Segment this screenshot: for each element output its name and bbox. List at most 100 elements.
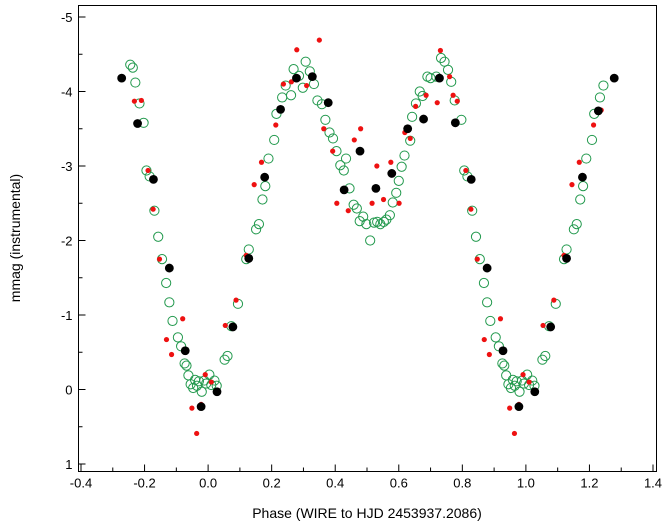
data-point-open (384, 210, 395, 221)
data-point-black (609, 73, 619, 83)
data-point-open (280, 80, 291, 91)
data-point-black (530, 387, 540, 397)
data-point-black (593, 106, 603, 116)
data-point-black (562, 253, 571, 263)
data-point-red (388, 159, 394, 165)
data-point-black (117, 73, 127, 83)
data-point-black (133, 119, 142, 128)
data-point-red (447, 74, 453, 80)
data-point-open (485, 315, 496, 327)
data-point-open (501, 370, 512, 381)
x-tick-label: 0.6 (390, 476, 408, 491)
x-tick-label: 1.0 (517, 476, 535, 491)
series-open-circle (125, 52, 609, 397)
data-point-open (540, 350, 551, 362)
data-point-open (575, 194, 586, 205)
data-point-open (393, 175, 404, 186)
data-point-red (168, 351, 175, 358)
data-point-open (435, 52, 447, 64)
data-point-black (498, 346, 508, 356)
data-point-open (499, 360, 510, 371)
data-point-open (361, 219, 372, 230)
data-point-black (276, 104, 285, 114)
data-point-open (324, 127, 335, 138)
x-tick-label: 1.2 (580, 476, 598, 491)
data-point-open (351, 203, 362, 214)
data-point-open (250, 224, 262, 235)
data-point-open (561, 244, 572, 255)
data-point-black (403, 124, 413, 134)
data-point-red (380, 196, 387, 203)
data-point-red (463, 167, 469, 174)
data-point-open (581, 153, 592, 164)
data-point-black (355, 146, 365, 156)
data-point-red (334, 200, 340, 206)
data-point-black (371, 183, 381, 193)
data-point-red (407, 135, 413, 142)
data-point-red (434, 100, 440, 106)
data-point-red (156, 256, 163, 262)
data-point-black (228, 322, 238, 332)
data-point-open (253, 219, 265, 230)
data-point-red (208, 379, 214, 385)
data-point-open (511, 376, 522, 387)
x-tick-label: 0.0 (199, 476, 217, 491)
data-point-red (251, 182, 257, 188)
data-point-black (450, 118, 460, 128)
data-point-open (407, 111, 418, 122)
data-point-open (179, 358, 190, 369)
data-point-red (345, 208, 351, 214)
data-point-red (304, 82, 310, 89)
data-point-black (514, 402, 524, 412)
data-point-open (263, 153, 274, 164)
data-point-open (490, 332, 501, 343)
data-point-red (413, 103, 419, 109)
data-point-red (131, 98, 137, 104)
data-point-open (335, 160, 346, 171)
series-large-black-dot (117, 72, 619, 412)
data-point-red (145, 167, 151, 174)
data-point-red (294, 47, 300, 53)
data-point-red (280, 81, 287, 87)
data-point-red (437, 47, 444, 54)
data-point-open (338, 165, 349, 176)
data-point-red (569, 182, 575, 188)
data-point-red (540, 322, 546, 329)
y-axis-ticks: -5 -4 -3 -2 -1 0 1 (61, 10, 86, 472)
data-point-open (300, 56, 311, 67)
data-point-black (149, 175, 158, 184)
data-point-open (478, 277, 490, 289)
data-point-red (396, 200, 402, 206)
data-point-red (163, 336, 170, 343)
data-point-open (161, 277, 172, 289)
data-point-red (520, 372, 526, 378)
data-point-open (358, 211, 369, 222)
data-series (117, 37, 619, 437)
data-point-red (351, 137, 357, 143)
data-point-red (316, 37, 322, 43)
x-tick-label: 0.4 (326, 476, 344, 491)
data-point-red (233, 297, 239, 303)
data-point-open (308, 78, 320, 90)
data-point-open (222, 350, 233, 362)
x-tick-label: 0.8 (453, 476, 471, 491)
data-point-open (269, 134, 280, 146)
data-point-open (516, 375, 528, 386)
data-point-open (482, 297, 493, 308)
data-point-open (196, 386, 207, 397)
data-point-red (486, 351, 492, 358)
data-point-open (378, 216, 389, 227)
data-point-open (391, 187, 402, 198)
data-point-open (193, 376, 204, 387)
data-point-red (454, 98, 460, 104)
data-point-open (594, 92, 606, 103)
data-point-open (568, 224, 579, 235)
data-point-red (330, 148, 336, 154)
data-point-open (199, 375, 210, 386)
x-tick-label: 0.2 (263, 476, 281, 491)
data-point-open (130, 77, 141, 88)
data-point-red (423, 92, 429, 98)
data-point-open (571, 219, 582, 230)
data-point-black (466, 175, 476, 184)
